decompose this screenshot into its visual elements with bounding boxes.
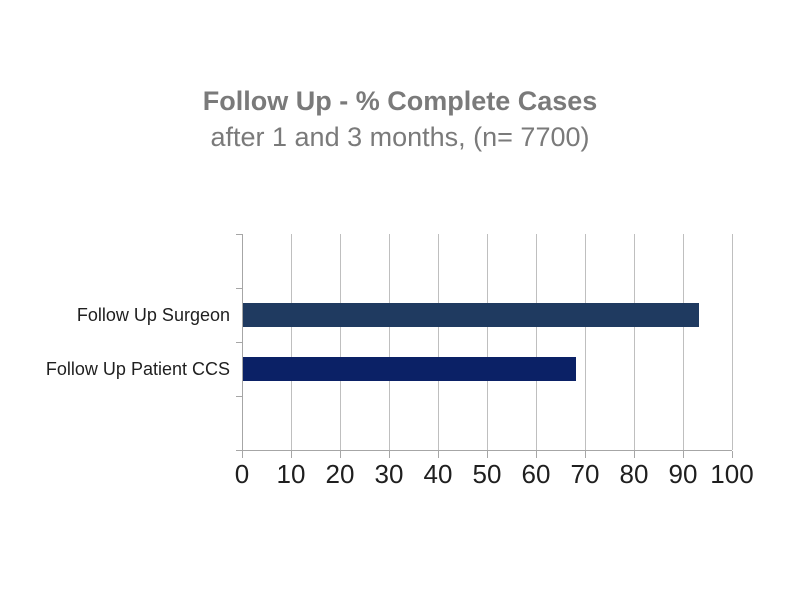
x-axis-tick: [340, 451, 341, 458]
x-axis-line: [242, 450, 732, 451]
gridline: [732, 234, 733, 450]
x-axis-tick: [585, 451, 586, 458]
chart-subtitle: after 1 and 3 months, (n= 7700): [210, 122, 590, 152]
x-axis-tick: [438, 451, 439, 458]
x-tick-label: 70: [570, 459, 600, 489]
y-axis-tick: [236, 288, 242, 289]
category-label-follow-up-patient-ccs: Follow Up Patient CCS: [45, 359, 230, 379]
gridline: [291, 234, 292, 450]
gridline: [634, 234, 635, 450]
x-axis-tick: [536, 451, 537, 458]
bar-follow-up-surgeon: [243, 303, 699, 327]
y-axis-line: [242, 234, 243, 450]
gridline: [536, 234, 537, 450]
gridline: [683, 234, 684, 450]
x-tick-label: 40: [423, 459, 453, 489]
x-axis-tick: [487, 451, 488, 458]
y-axis-tick: [236, 396, 242, 397]
y-axis-tick: [236, 234, 242, 235]
x-tick-label: 60: [521, 459, 551, 489]
category-label-follow-up-surgeon: Follow Up Surgeon: [76, 305, 230, 325]
bar-follow-up-patient-ccs: [243, 357, 576, 381]
gridline: [585, 234, 586, 450]
x-axis-tick: [242, 451, 243, 458]
gridline: [389, 234, 390, 450]
x-axis-tick: [634, 451, 635, 458]
x-axis-tick: [389, 451, 390, 458]
x-tick-label: 0: [234, 459, 250, 489]
chart-title: Follow Up - % Complete Cases: [202, 86, 598, 116]
y-axis-tick: [236, 450, 242, 451]
x-tick-label: 50: [472, 459, 502, 489]
gridline: [487, 234, 488, 450]
x-tick-label: 20: [325, 459, 355, 489]
x-tick-label: 80: [619, 459, 649, 489]
plot-area: [236, 234, 733, 458]
x-axis-tick: [291, 451, 292, 458]
y-axis-tick: [236, 342, 242, 343]
gridline: [438, 234, 439, 450]
gridline: [340, 234, 341, 450]
x-tick-label: 100: [710, 459, 754, 489]
x-axis-tick: [683, 451, 684, 458]
x-tick-label: 10: [276, 459, 306, 489]
x-tick-label: 30: [374, 459, 404, 489]
x-axis-tick: [732, 451, 733, 458]
x-tick-label: 90: [668, 459, 698, 489]
